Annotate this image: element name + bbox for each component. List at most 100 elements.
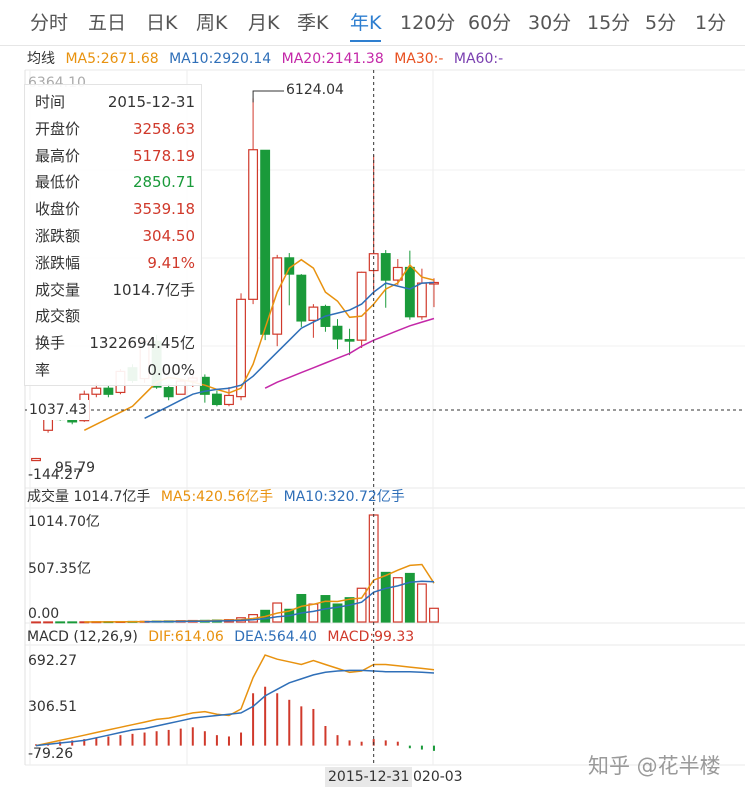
volume-bar bbox=[380, 571, 391, 623]
ma20-value: MA20:2141.38 bbox=[281, 51, 384, 67]
candle-body bbox=[344, 338, 355, 342]
candle-body bbox=[332, 325, 343, 340]
volume-ma5-line bbox=[84, 563, 435, 623]
candle-body bbox=[260, 149, 271, 335]
ma10-line bbox=[144, 281, 435, 419]
candle-body bbox=[163, 387, 174, 398]
macd-value: MACD:99.33 bbox=[327, 629, 415, 645]
candle-body bbox=[211, 393, 222, 406]
tooltip-value: 5178.19 bbox=[132, 146, 195, 165]
volume-bar bbox=[392, 577, 403, 623]
ma5-line bbox=[83, 258, 435, 431]
volume-bar bbox=[67, 621, 78, 624]
tooltip-label: 时间 bbox=[35, 93, 66, 111]
tooltip-label: 最高价 bbox=[35, 146, 81, 165]
watermark: 知乎 @花半楼 bbox=[588, 754, 721, 778]
tooltip-value: 2015-12-31 bbox=[107, 93, 195, 111]
tab-10[interactable]: 15分 bbox=[587, 12, 631, 34]
macd-dif-line bbox=[35, 654, 435, 747]
volume-axis-mid: 507.35亿 bbox=[28, 561, 91, 577]
tooltip-label: 最低价 bbox=[35, 173, 81, 192]
tooltip-row: 开盘价 3258.63 bbox=[31, 116, 197, 142]
volume-bar bbox=[429, 607, 439, 623]
tooltip-row: 换手 1322694.45亿 bbox=[31, 330, 197, 356]
tooltip-label: 率 bbox=[35, 361, 51, 379]
candle-body bbox=[224, 394, 234, 406]
tab-2[interactable]: 日K bbox=[146, 12, 178, 34]
tab-4[interactable]: 月K bbox=[248, 12, 280, 34]
candle-body bbox=[248, 149, 259, 300]
tooltip-value: 2850.71 bbox=[132, 173, 195, 192]
macd-legend: MACD (12,26,9) DIF:614.06 DEA:564.40 MAC… bbox=[27, 627, 420, 647]
candle-body bbox=[308, 306, 319, 321]
tooltip-label: 换手 bbox=[35, 334, 66, 353]
ma30-value: MA30:- bbox=[394, 51, 444, 67]
candle-body bbox=[91, 387, 102, 395]
tooltip-label: 涨跌额 bbox=[35, 227, 81, 245]
volume-bar bbox=[43, 621, 54, 624]
volume-ma10-line bbox=[144, 580, 435, 623]
volume-bar bbox=[332, 603, 343, 623]
price-axis-bottom: -144.27 bbox=[28, 467, 83, 483]
tab-6[interactable]: 年K bbox=[350, 6, 382, 42]
tooltip-row: 最低价 2850.71 bbox=[31, 169, 197, 195]
candle-body bbox=[272, 257, 283, 335]
ma5-value: MA5:2671.68 bbox=[65, 51, 159, 67]
tab-0[interactable]: 分时 bbox=[30, 12, 69, 34]
tab-11[interactable]: 5分 bbox=[645, 12, 677, 34]
period-tabs: 分时 五日 日K 周K 月K 季K 年K 120分 60分 30分 15分 5分 1分 bbox=[0, 0, 745, 46]
tooltip-row: 收盘价 3539.18 bbox=[31, 196, 197, 222]
volume-axis-top: 1014.70亿 bbox=[28, 514, 100, 530]
volume-ma10: MA10:320.72亿手 bbox=[283, 489, 405, 505]
volume-bar bbox=[416, 583, 427, 623]
volume-bar bbox=[404, 572, 415, 623]
tooltip-row: 最高价 5178.19 bbox=[31, 143, 197, 169]
macd-axis-mid: 306.51 bbox=[28, 699, 77, 715]
tab-3[interactable]: 周K bbox=[196, 12, 228, 34]
max-annotation-leader bbox=[252, 90, 284, 103]
tooltip-row: 成交额 bbox=[31, 303, 197, 329]
tooltip-row: 涨跌额 304.50 bbox=[31, 223, 197, 249]
volume-bar bbox=[31, 621, 41, 624]
tooltip-row: 成交量 1014.7亿手 bbox=[31, 277, 197, 303]
tooltip-value: 9.41% bbox=[147, 253, 195, 272]
volume-title: 成交量 1014.7亿手 bbox=[27, 489, 151, 505]
tab-5[interactable]: 季K bbox=[297, 12, 329, 34]
tab-7[interactable]: 120分 bbox=[400, 12, 456, 34]
crosshair-price-tag: 1037.43 bbox=[27, 400, 89, 420]
tooltip-value: 1014.7亿手 bbox=[112, 280, 196, 299]
tooltip-label: 涨跌幅 bbox=[35, 253, 81, 272]
tooltip-value: 3258.63 bbox=[132, 119, 195, 138]
volume-axis-bottom: 0.00 bbox=[28, 606, 60, 622]
tab-9[interactable]: 30分 bbox=[528, 12, 572, 34]
ma60-value: MA60:- bbox=[453, 51, 504, 67]
macd-axis-bottom: -79.26 bbox=[28, 746, 74, 762]
candle-body bbox=[31, 457, 41, 462]
macd-dif: DIF:614.06 bbox=[148, 629, 224, 645]
tooltip-label: 收盘价 bbox=[35, 200, 81, 219]
volume-bar bbox=[308, 603, 319, 623]
tab-8[interactable]: 60分 bbox=[468, 12, 512, 34]
macd-dea: DEA:564.40 bbox=[234, 629, 317, 645]
tooltip-row: 时间 2015-12-31 bbox=[31, 89, 197, 115]
max-price-annotation: 6124.04 bbox=[286, 82, 344, 98]
tooltip-value: 1322694.45亿 bbox=[89, 334, 195, 353]
tab-12[interactable]: 1分 bbox=[695, 12, 727, 34]
macd-title: MACD (12,26,9) bbox=[27, 629, 138, 645]
candle-body bbox=[392, 266, 403, 281]
tab-1[interactable]: 五日 bbox=[88, 12, 127, 34]
volume-legend: 成交量 1014.7亿手 MA5:420.56亿手 MA10:320.72亿手 bbox=[27, 487, 411, 507]
tooltip-row: 涨跌幅 9.41% bbox=[31, 250, 197, 276]
volume-bar bbox=[55, 621, 66, 624]
ma-legend-title: 均线 bbox=[27, 51, 55, 67]
tooltip-value: 3539.18 bbox=[132, 200, 195, 219]
candle-body bbox=[404, 266, 415, 318]
candle-body bbox=[103, 387, 114, 395]
candle-body bbox=[380, 253, 391, 281]
ma20-line bbox=[264, 317, 435, 389]
macd-axis-top: 692.27 bbox=[28, 653, 77, 669]
ohlc-tooltip: 时间 2015-12-31 开盘价 3258.63 最高价 5178.19 最低价 2850.… bbox=[24, 84, 202, 386]
volume-ma5: MA5:420.56亿手 bbox=[160, 489, 274, 505]
ma10-value: MA10:2920.14 bbox=[169, 51, 272, 67]
